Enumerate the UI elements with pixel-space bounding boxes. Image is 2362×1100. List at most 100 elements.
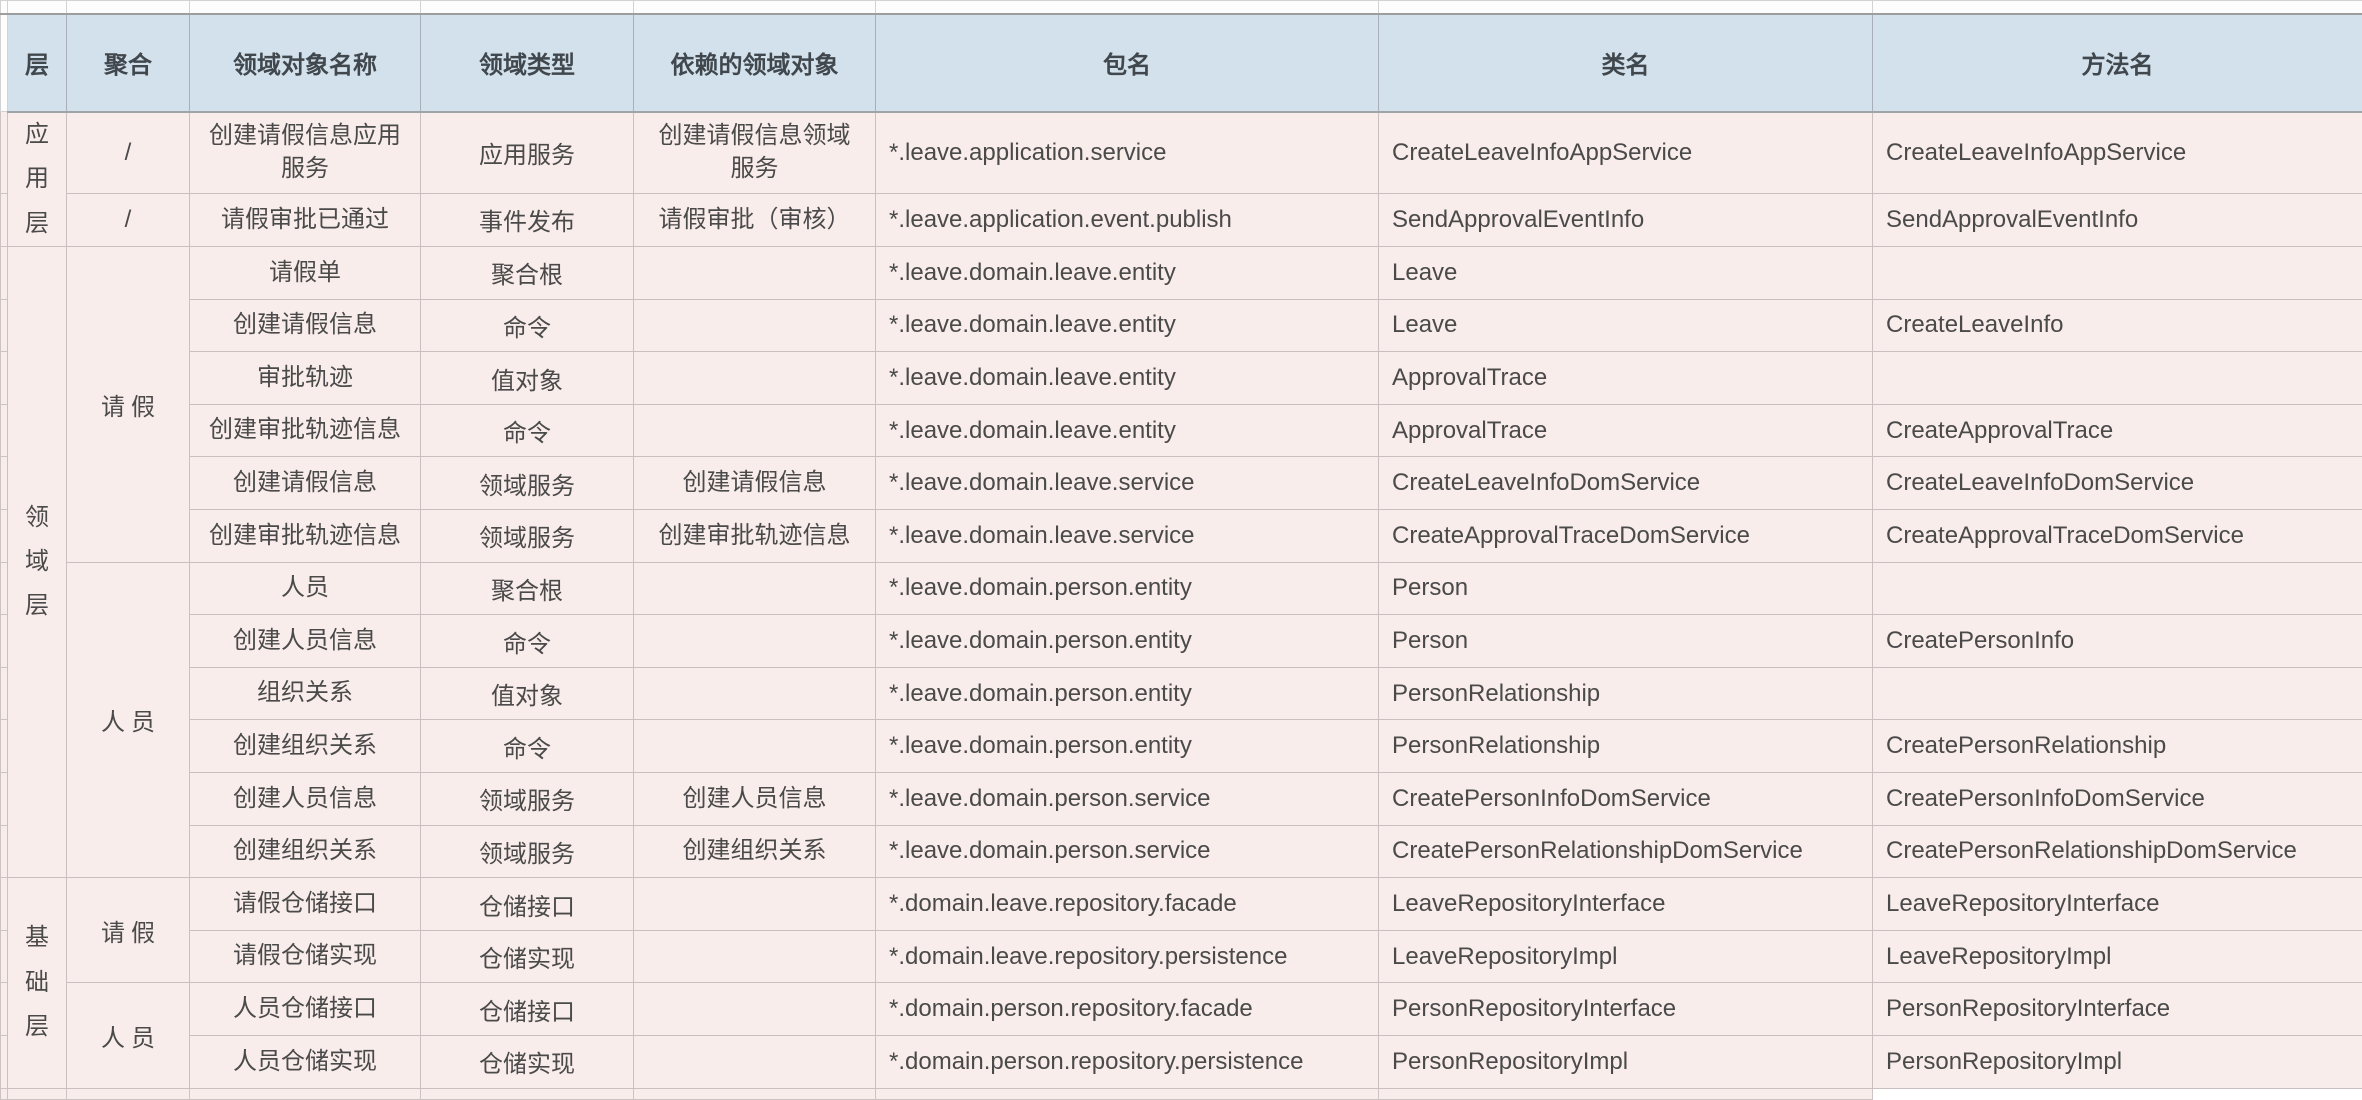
- table-row: 应用层 / 创建请假信息应用服务 应用服务 创建请假信息领域服务 *.leave…: [0, 111, 2362, 248]
- cell-type: 领域服务: [420, 456, 634, 511]
- cell-dependency: [633, 298, 876, 353]
- bottom-partial-cell: [633, 1087, 876, 1100]
- cell-package: *.leave.domain.leave.entity: [875, 246, 1379, 300]
- left-edge-sliver-cell: [0, 982, 8, 1036]
- cell-dependency: [633, 666, 876, 721]
- left-edge-sliver-cell: [0, 192, 8, 248]
- cell-package: *.leave.domain.leave.entity: [875, 298, 1379, 353]
- cell-name: 创建请假信息: [189, 298, 421, 353]
- cell-package: *.leave.application.service: [875, 111, 1379, 194]
- top-partial-cell: [0, 0, 8, 15]
- cell-method: CreateLeaveInfoAppService: [1872, 111, 2362, 194]
- cell-name: 创建请假信息应用服务: [189, 111, 421, 194]
- table-row: 创建组织关系 命令 *.leave.domain.person.entity P…: [0, 719, 2362, 774]
- cell-method: LeaveRepositoryImpl: [1872, 929, 2362, 984]
- left-edge-sliver-cell: [0, 666, 8, 721]
- top-partial-cell: [1378, 0, 1873, 15]
- cell-class: CreateLeaveInfoAppService: [1378, 111, 1873, 194]
- cell-name: 创建组织关系: [189, 719, 421, 774]
- cell-type: 仓储实现: [420, 1034, 634, 1089]
- cell-class: PersonRepositoryImpl: [1378, 1034, 1873, 1089]
- layer-label: 基础层: [25, 924, 49, 1041]
- cell-type: 值对象: [420, 351, 634, 405]
- bottom-partial-cell: [875, 1087, 1379, 1100]
- aggregate-cell-person: 人员: [66, 561, 190, 879]
- cell-dependency: 创建组织关系: [633, 824, 876, 879]
- left-edge-sliver-cell: [0, 614, 8, 668]
- cell-name: 请假审批已通过: [189, 192, 421, 248]
- cell-method: CreatePersonInfoDomService: [1872, 772, 2362, 826]
- cell-dependency: 创建请假信息领域服务: [633, 111, 876, 194]
- column-header-class: 类名: [1378, 13, 1873, 113]
- cell-type: 命令: [420, 298, 634, 353]
- column-header-dependency: 依赖的领域对象: [633, 13, 876, 113]
- cell-method: [1872, 246, 2362, 300]
- cell-name: 组织关系: [189, 666, 421, 721]
- cell-package: *.leave.domain.leave.service: [875, 509, 1379, 563]
- left-edge-sliver-cell: [0, 929, 8, 984]
- left-edge-sliver-cell: [0, 877, 8, 931]
- cell-type: 仓储实现: [420, 929, 634, 984]
- cell-method: CreateLeaveInfoDomService: [1872, 456, 2362, 511]
- cell-name: 创建人员信息: [189, 772, 421, 826]
- cell-dependency: [633, 403, 876, 458]
- cell-dependency: 创建人员信息: [633, 772, 876, 826]
- cell-method: [1872, 561, 2362, 616]
- bottom-partial-cell: [7, 1087, 67, 1100]
- cell-name: 审批轨迹: [189, 351, 421, 405]
- bottom-partial-cell: [66, 1087, 190, 1100]
- cell-dependency: [633, 561, 876, 616]
- table-row: 创建请假信息 命令 *.leave.domain.leave.entity Le…: [0, 298, 2362, 353]
- cell-name: 人员仓储实现: [189, 1034, 421, 1089]
- top-partial-cell: [633, 0, 876, 15]
- top-partial-cell: [1872, 0, 2362, 15]
- column-header-name: 领域对象名称: [189, 13, 421, 113]
- cell-package: *.leave.domain.person.entity: [875, 719, 1379, 774]
- top-partial-cell: [66, 0, 190, 15]
- cell-name: 人员: [189, 561, 421, 616]
- cell-method: CreatePersonRelationshipDomService: [1872, 824, 2362, 879]
- left-edge-sliver-cell: [0, 351, 8, 405]
- aggregate-cell: /: [66, 192, 190, 248]
- cell-class: CreateLeaveInfoDomService: [1378, 456, 1873, 511]
- cell-dependency: 创建请假信息: [633, 456, 876, 511]
- table-row: 审批轨迹 值对象 *.leave.domain.leave.entity App…: [0, 351, 2362, 405]
- cell-dependency: 创建审批轨迹信息: [633, 509, 876, 563]
- top-partial-cell: [7, 0, 67, 15]
- table-row: 创建审批轨迹信息 领域服务 创建审批轨迹信息 *.leave.domain.le…: [0, 509, 2362, 563]
- cell-name: 请假单: [189, 246, 421, 300]
- cell-method: [1872, 351, 2362, 405]
- layer-cell-infrastructure: 基础层: [7, 877, 67, 1089]
- cell-class: LeaveRepositoryInterface: [1378, 877, 1873, 931]
- bottom-partial-cell: [189, 1087, 421, 1100]
- cell-package: *.domain.person.repository.persistence: [875, 1034, 1379, 1089]
- left-edge-sliver-cell: [0, 13, 8, 113]
- column-header-layer: 层: [7, 13, 67, 113]
- cell-package: *.domain.person.repository.facade: [875, 982, 1379, 1036]
- cell-package: *.leave.domain.leave.entity: [875, 351, 1379, 405]
- cell-class: CreatePersonInfoDomService: [1378, 772, 1873, 826]
- left-edge-sliver-cell: [0, 824, 8, 879]
- cell-class: Person: [1378, 614, 1873, 668]
- cell-package: *.leave.domain.leave.service: [875, 456, 1379, 511]
- layer-cell-domain: 领域层: [7, 246, 67, 879]
- top-partial-row: [0, 0, 2362, 15]
- table-row: 请假仓储实现 仓储实现 *.domain.leave.repository.pe…: [0, 929, 2362, 984]
- cell-name: 请假仓储实现: [189, 929, 421, 984]
- cell-type: 事件发布: [420, 192, 634, 248]
- table-row: 领域层 请假 请假单 聚合根 *.leave.domain.leave.enti…: [0, 246, 2362, 879]
- table-row: 创建审批轨迹信息 命令 *.leave.domain.leave.entity …: [0, 403, 2362, 458]
- cell-method: PersonRepositoryImpl: [1872, 1034, 2362, 1089]
- cell-dependency: [633, 351, 876, 405]
- left-edge-sliver-cell: [0, 509, 8, 563]
- table-row: 基础层 请假 请假仓储接口 仓储接口 *.domain.leave.reposi…: [0, 877, 2362, 1089]
- cell-dependency: 请假审批（审核）: [633, 192, 876, 248]
- bottom-partial-cell: [420, 1087, 634, 1100]
- layer-label: 领域层: [25, 503, 49, 620]
- table-row: 人员仓储实现 仓储实现 *.domain.person.repository.p…: [0, 1034, 2362, 1089]
- left-edge-sliver-cell: [0, 1034, 8, 1089]
- left-edge-sliver-cell: [0, 111, 8, 194]
- cell-type: 仓储接口: [420, 982, 634, 1036]
- cell-method: PersonRepositoryInterface: [1872, 982, 2362, 1036]
- cell-package: *.leave.domain.person.entity: [875, 614, 1379, 668]
